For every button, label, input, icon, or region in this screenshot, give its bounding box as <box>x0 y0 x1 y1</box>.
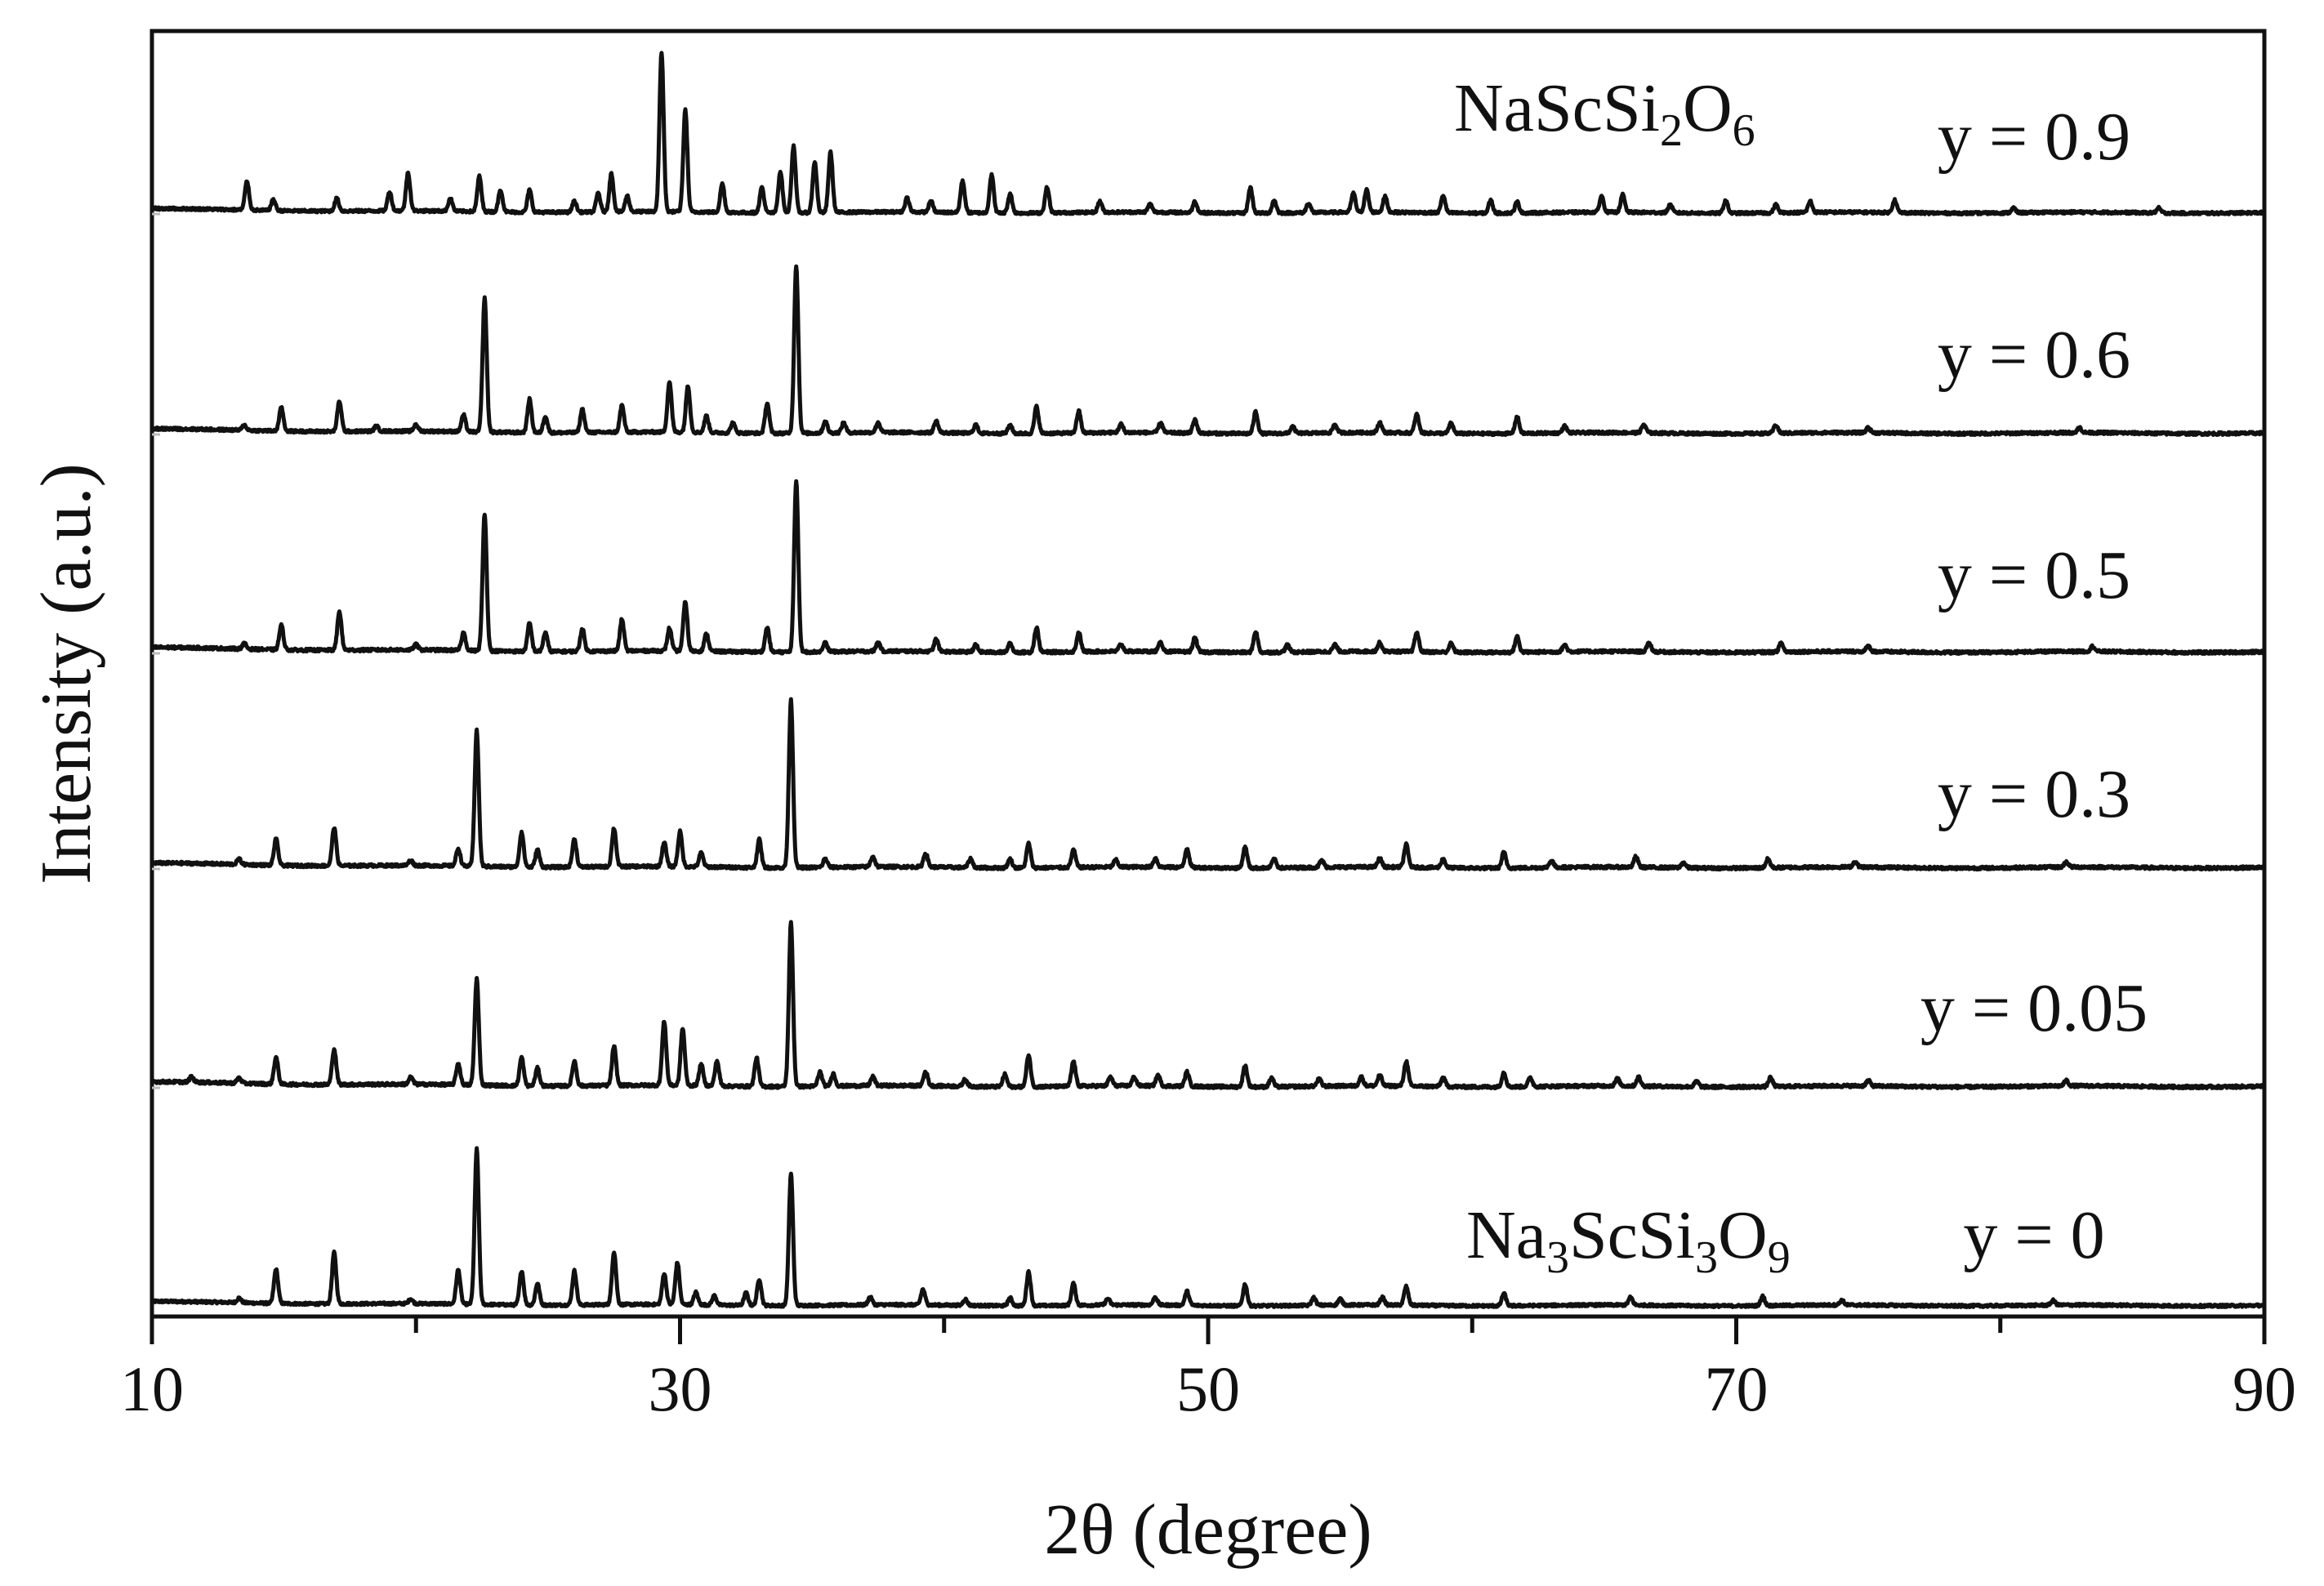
xrd-series-line <box>149 1146 2267 1310</box>
xrd-series-line <box>149 264 2266 438</box>
x-axis-label: 2θ (degree) <box>1044 1490 1372 1570</box>
x-tick-label: 10 <box>120 1353 184 1424</box>
y-axis-label: Intensity (a.u.) <box>27 463 106 884</box>
series-label: y = 0.5 <box>1938 537 2130 613</box>
x-tick-label: 90 <box>2233 1353 2296 1424</box>
series-label: y = 0.3 <box>1938 756 2130 832</box>
series-label: y = 0.05 <box>1920 970 2148 1046</box>
x-tick-label: 70 <box>1705 1353 1769 1424</box>
xrd-series-line <box>150 697 2267 872</box>
xrd-series-line <box>150 920 2267 1091</box>
x-tick-label: 30 <box>649 1353 712 1424</box>
series-label: y = 0 <box>1963 1197 2104 1273</box>
xrd-series-line <box>149 51 2267 217</box>
x-tick-label: 50 <box>1176 1353 1240 1424</box>
phase-label: Na3ScSi3O9 <box>1466 1197 1791 1283</box>
labels-group: y = 0 Na3ScSi3O9 y = 0.05 y = 0.3 y = 0.5 y =… <box>1454 70 2148 1283</box>
phase-label: NaScSi2O6 <box>1454 70 1755 156</box>
ticks-group: 10 30 50 70 90 <box>120 212 2296 1424</box>
curves-group <box>149 51 2267 1310</box>
series-label: y = 0.9 <box>1938 99 2130 175</box>
series-label: y = 0.6 <box>1938 317 2130 393</box>
xrd-series-line <box>149 479 2267 657</box>
